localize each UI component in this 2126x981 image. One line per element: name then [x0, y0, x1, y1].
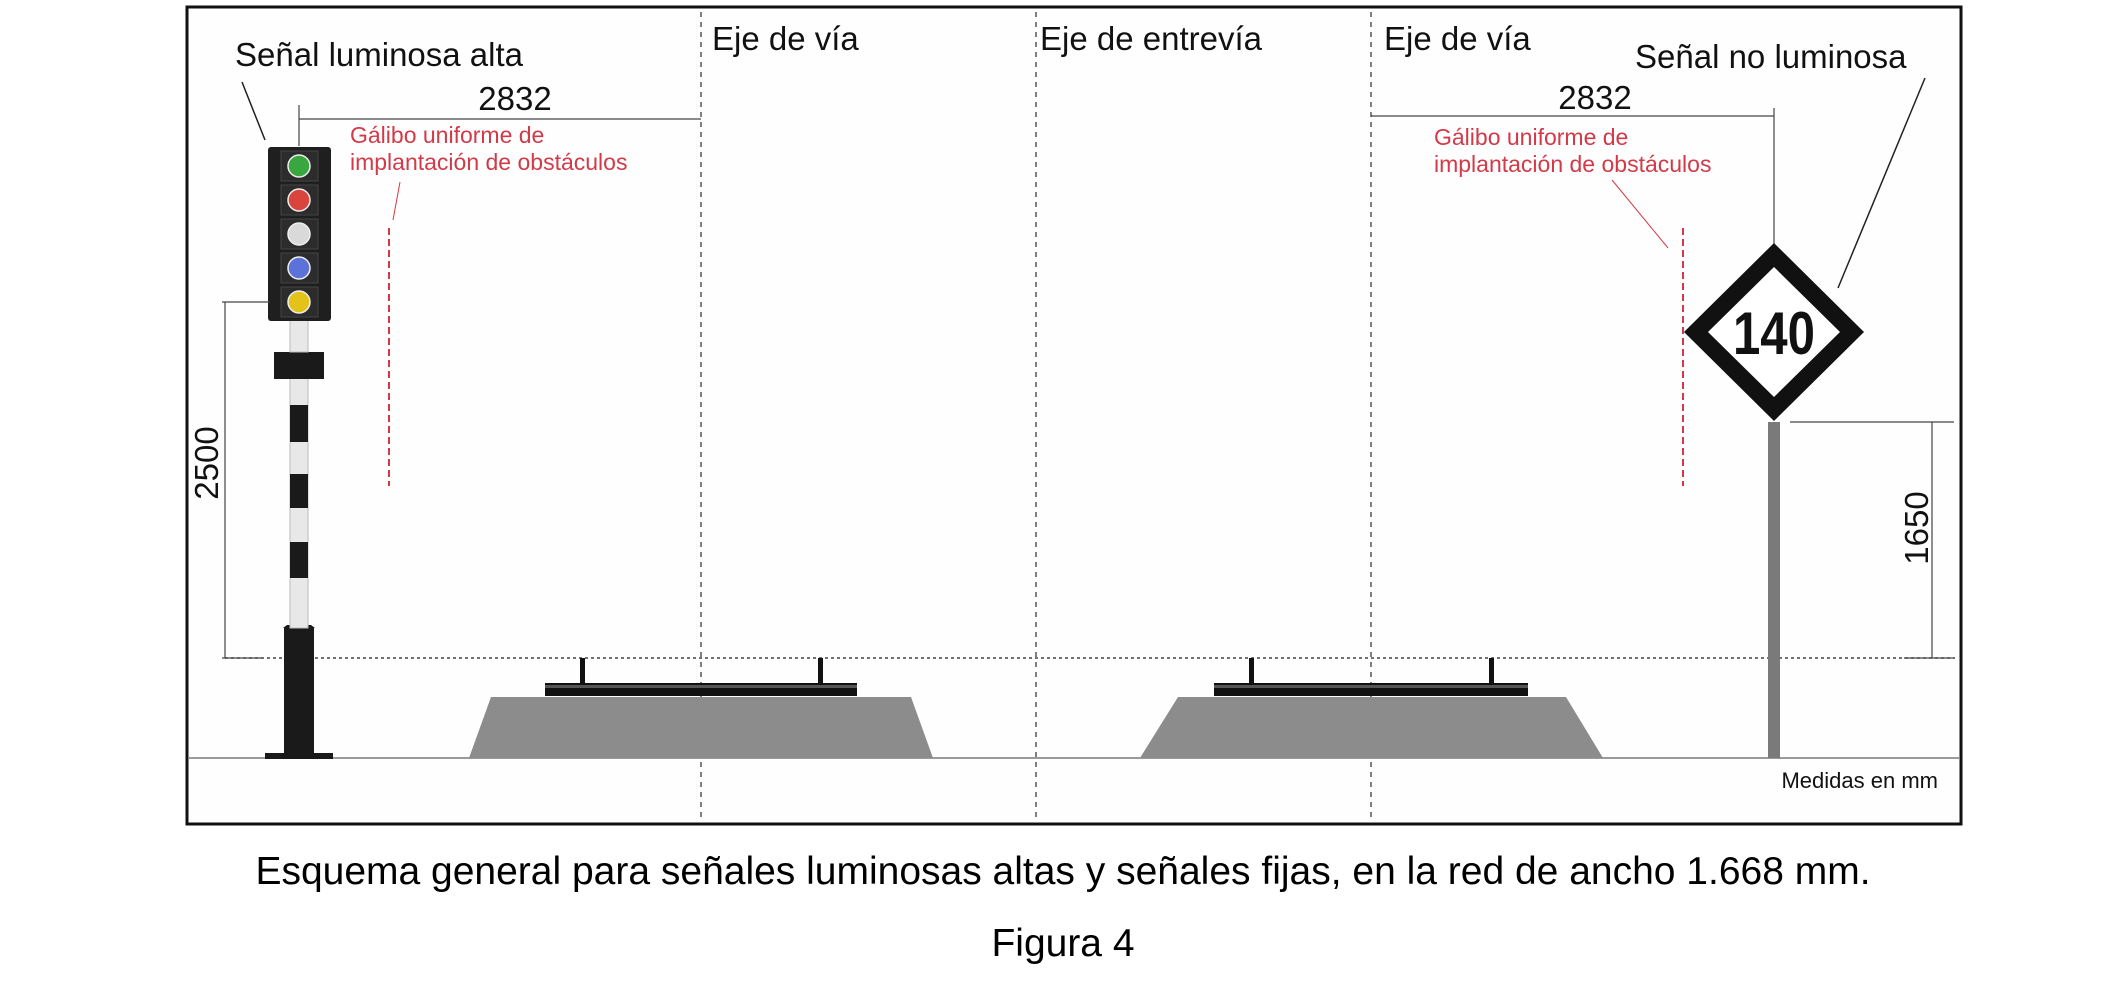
non-luminous-signal-pointer — [1837, 77, 1926, 289]
left-track — [469, 658, 933, 758]
railway-signal-diagram: Eje de vía Eje de entrevía Eje de vía — [185, 5, 1963, 826]
signal-junction-box — [274, 352, 324, 379]
inter-track-axis-label: Eje de entrevía — [1040, 20, 1263, 57]
high-luminous-signal — [265, 147, 333, 759]
speed-sign-value: 140 — [1733, 299, 1815, 367]
signal-lamp-blue — [287, 256, 311, 280]
track-axis-right-label: Eje de vía — [1384, 20, 1531, 57]
ballast-left — [469, 697, 933, 758]
gauge-right-pointer — [1611, 179, 1669, 249]
signal-lamp-green — [287, 154, 311, 178]
diagram-frame — [185, 5, 1963, 826]
high-signal-label: Señal luminosa alta — [235, 36, 524, 73]
gauge-left-line2: implantación de obstáculos — [350, 149, 627, 175]
left-vertical-dimension: 2500 — [188, 426, 225, 499]
rail-right-b — [1489, 658, 1494, 684]
signal-lamp-white — [287, 222, 311, 246]
gauge-left-pointer — [392, 181, 401, 221]
track-axis-left-label: Eje de vía — [712, 20, 859, 57]
rail-left-a — [580, 658, 585, 684]
right-horizontal-dimension: 2832 — [1558, 79, 1631, 116]
figure-number: Figura 4 — [991, 922, 1135, 965]
signal-lamp-yellow — [287, 290, 311, 314]
right-vertical-dimension: 1650 — [1898, 491, 1935, 564]
sleeper-left — [545, 683, 857, 696]
sleeper-right — [1214, 683, 1528, 696]
gauge-right-line2: implantación de obstáculos — [1434, 151, 1711, 177]
sleeper-right-top — [1214, 685, 1528, 688]
speed-sign: 140 — [1684, 243, 1864, 421]
rail-left-b — [818, 658, 823, 684]
ballast-right — [1140, 697, 1603, 758]
gauge-right-line1: Gálibo uniforme de — [1434, 124, 1628, 150]
signal-base — [284, 628, 314, 758]
non-luminous-signal-label: Señal no luminosa — [1635, 38, 1907, 75]
gauge-left-line1: Gálibo uniforme de — [350, 122, 544, 148]
signal-lamp-red — [287, 188, 311, 212]
right-track — [1140, 658, 1603, 758]
high-signal-pointer — [241, 81, 266, 141]
figure-caption: Esquema general para señales luminosas a… — [255, 850, 1871, 893]
sleeper-left-top — [545, 685, 857, 688]
rail-right-a — [1249, 658, 1254, 684]
left-horizontal-dimension: 2832 — [478, 80, 551, 117]
units-note: Medidas en mm — [1781, 768, 1938, 793]
sign-post — [1768, 422, 1780, 758]
